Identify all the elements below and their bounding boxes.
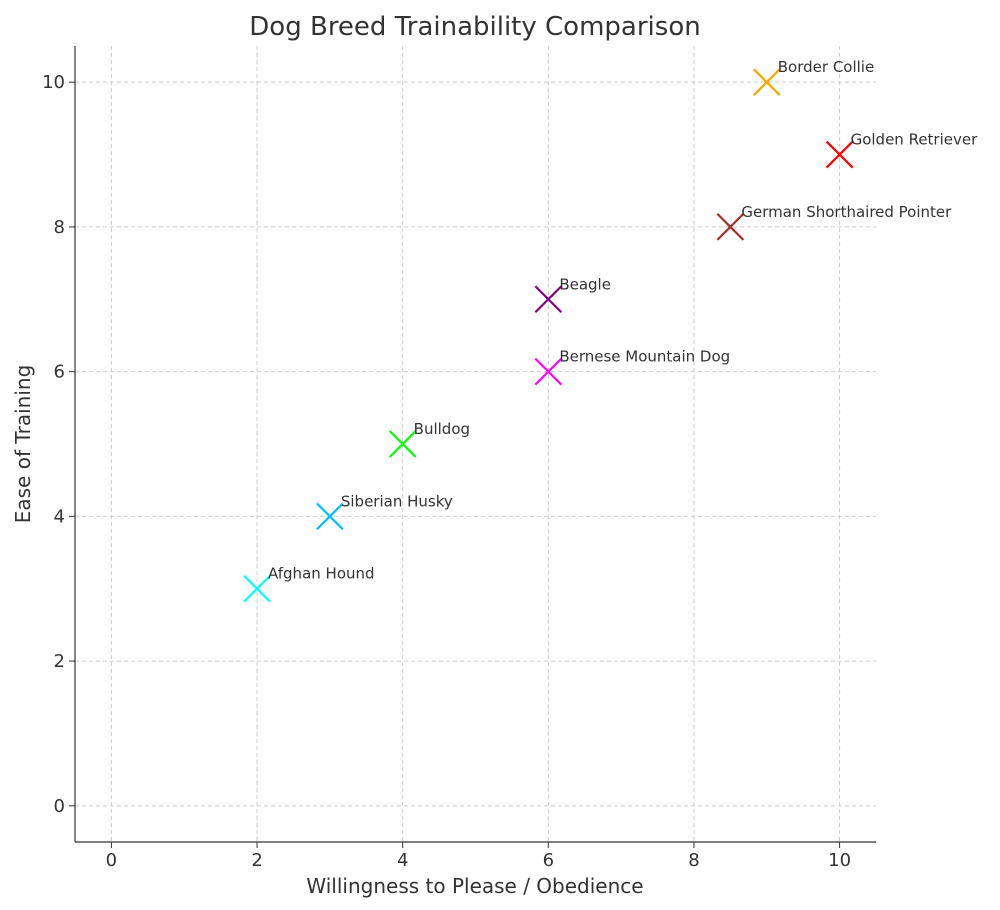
- data-point: Siberian Husky: [316, 492, 453, 531]
- data-point: Beagle: [534, 275, 611, 314]
- x-marker-stroke: [243, 574, 271, 603]
- data-point: Border Collie: [752, 58, 874, 96]
- point-label: Beagle: [559, 275, 611, 293]
- x-marker-stroke: [388, 430, 417, 458]
- x-axis-label: Willingness to Please / Obedience: [306, 874, 643, 898]
- y-tick-label: 0: [54, 796, 65, 817]
- x-marker-stroke: [716, 213, 745, 241]
- ticks: 0 2 4 6 8 10 0 2 4 6 8 10: [42, 72, 851, 871]
- point-label: German Shorthaired Pointer: [741, 203, 952, 221]
- x-tick-label: 4: [397, 850, 408, 871]
- x-marker-stroke: [534, 285, 563, 314]
- y-tick-label: 4: [54, 506, 65, 527]
- x-tick-label: 0: [106, 850, 117, 871]
- point-label: Siberian Husky: [341, 492, 453, 510]
- x-marker-stroke: [534, 357, 563, 386]
- data-point: Golden Retriever: [825, 131, 979, 169]
- y-tick-label: 2: [54, 651, 65, 672]
- point-label: Golden Retriever: [851, 131, 979, 149]
- data-point: German Shorthaired Pointer: [716, 203, 952, 241]
- x-tick-label: 8: [688, 850, 699, 871]
- data-point: Bulldog: [388, 420, 470, 458]
- data-point: Afghan Hound: [243, 565, 375, 603]
- point-label: Afghan Hound: [268, 565, 375, 583]
- chart-title: Dog Breed Trainability Comparison: [249, 12, 700, 42]
- y-axis-label: Ease of Training: [11, 365, 35, 524]
- y-tick-label: 6: [54, 362, 65, 383]
- points: Border Collie Golden Retriever German Shor…: [243, 58, 979, 603]
- point-label: Border Collie: [778, 58, 874, 76]
- x-marker-stroke: [752, 68, 781, 96]
- x-tick-label: 2: [251, 850, 262, 871]
- point-label: Bernese Mountain Dog: [559, 348, 730, 366]
- x-marker-stroke: [825, 140, 854, 169]
- y-tick-label: 8: [54, 217, 65, 238]
- grid: [75, 46, 876, 842]
- y-tick-label: 10: [42, 72, 65, 93]
- data-point: Bernese Mountain Dog: [534, 348, 730, 386]
- x-tick-label: 6: [543, 850, 554, 871]
- point-label: Bulldog: [414, 420, 470, 438]
- x-marker-stroke: [316, 502, 344, 531]
- x-tick-label: 10: [828, 850, 851, 871]
